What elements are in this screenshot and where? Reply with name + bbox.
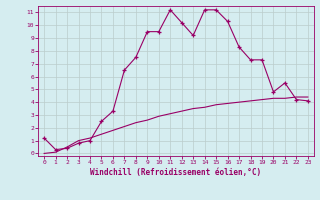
X-axis label: Windchill (Refroidissement éolien,°C): Windchill (Refroidissement éolien,°C): [91, 168, 261, 177]
